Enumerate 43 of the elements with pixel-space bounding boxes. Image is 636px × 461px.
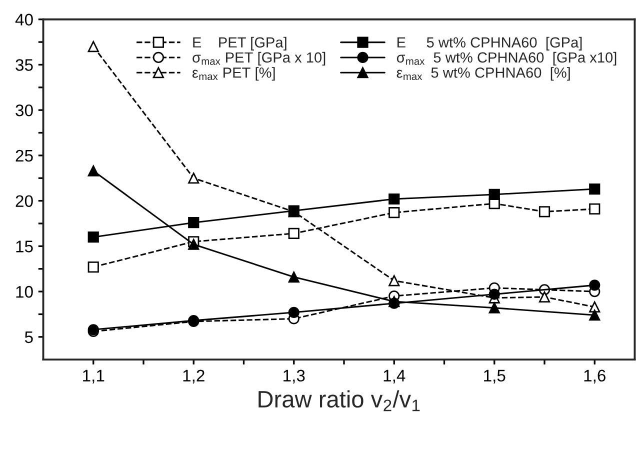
point [589,203,600,215]
point [88,232,99,243]
point [188,172,200,184]
point [488,188,500,200]
y-tick-label: 35 [16,59,33,71]
y-tick-label: 30 [16,104,33,116]
legend-label: σ$_{max}$ 5 wt% CPHNA60 [GPa x10] [396,52,616,66]
point [589,310,600,321]
point [188,217,200,228]
y-tick-label: 20 [16,195,33,208]
legend-label: σ$_{max}$ PET [GPa x 10] [192,52,326,66]
legend-label: ε$_{max}$ PET [%] [192,67,275,81]
point [88,41,99,52]
x-tick-label: 1,5 [484,370,506,384]
point [589,280,600,291]
y-tick-label: 15 [16,240,33,252]
y-tick-label: 10 [16,286,33,298]
point [88,261,99,273]
point [288,271,300,283]
y-tick-label: 40 [15,14,33,26]
x-tick-label: 1,1 [83,370,104,384]
point [538,206,550,218]
y-tick-label: 5 [24,331,33,344]
point [488,288,500,300]
x-tick-label: 1,3 [284,370,305,384]
legend-label: E 5 wt% CPHNA60 [GPa] [397,36,582,50]
x-tick-label: 1,4 [384,370,406,384]
x-axis-title: Draw ratio v$_{2}$/v$_{1}$ [258,390,420,412]
x-tick-label: 1,2 [183,370,204,384]
point [388,207,400,218]
point [288,228,300,240]
legend-label: ε$_{max}$ 5 wt% CPHNA60 [%] [396,67,570,81]
point [388,193,400,205]
point [388,275,400,286]
point [188,238,200,250]
point [538,291,550,303]
point [589,183,600,195]
point [288,306,300,318]
point [488,302,500,314]
y-tick-label: 25 [16,150,33,162]
legend-label: E PET [GPa] [193,36,286,50]
point [88,165,99,176]
x-tick-label: 1,6 [584,370,606,384]
